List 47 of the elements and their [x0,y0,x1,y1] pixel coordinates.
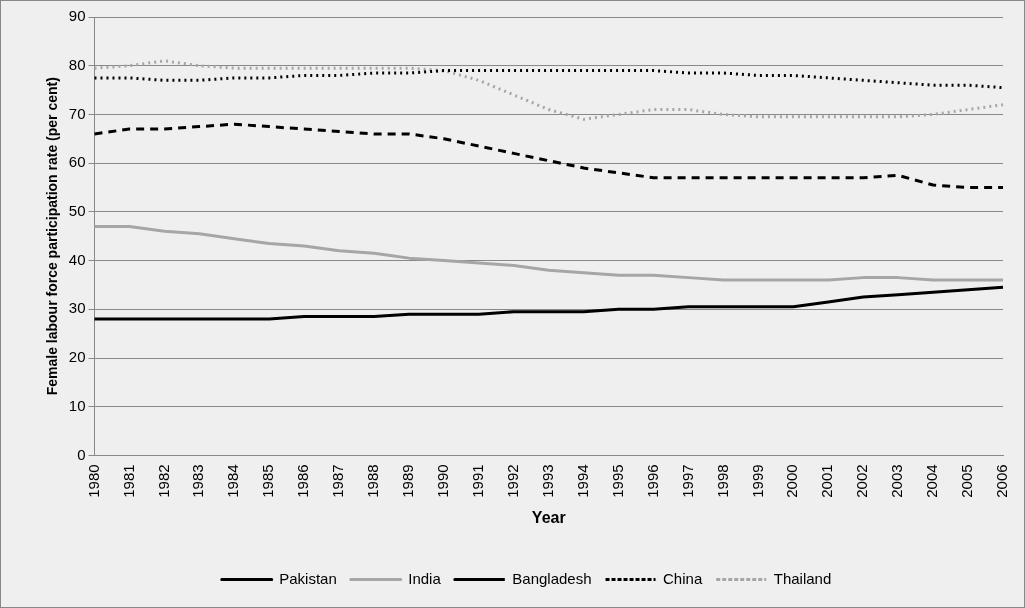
x-tick-label: 2005 [958,464,976,498]
x-tick-label: 2006 [993,464,1011,498]
x-tick-label: 2000 [783,464,801,498]
x-tick-label: 1985 [259,464,277,498]
x-tick-label: 1992 [503,464,521,498]
y-tick-label: 90 [68,7,86,25]
y-tick-label: 60 [68,153,86,171]
x-tick-label: 1980 [84,464,102,498]
legend-label: Thailand [773,569,832,587]
line-series [92,69,1005,90]
x-tick-label: 1984 [224,464,242,498]
x-tick-label: 1991 [469,464,486,498]
y-tick-label: 30 [68,299,86,317]
line-series [92,122,1005,189]
x-tick-label: 2004 [923,464,941,498]
x-axis-title: Year [531,508,566,526]
x-tick-label: 1996 [643,464,661,498]
legend-label: Bangladesh [512,569,592,587]
y-tick-label: 10 [68,396,86,414]
legend-label: China [663,569,703,587]
x-tick-label: 1997 [678,464,696,498]
x-tick-label: 1995 [608,464,626,498]
x-tick-label: 2001 [818,464,836,498]
y-tick-label: 80 [68,55,86,73]
legend-label: Pakistan [279,569,337,587]
y-tick-label: 20 [68,348,86,366]
x-tick-label: 1990 [434,464,452,498]
x-tick-label: 2002 [853,464,871,498]
x-tick-label: 2003 [888,464,906,498]
x-tick-label: 1993 [538,464,556,498]
x-tick-label: 1989 [399,464,417,498]
x-tick-label: 1994 [573,464,591,498]
x-tick-label: 1999 [748,464,766,498]
x-tick-label: 1998 [713,464,731,498]
x-tick-label: 1981 [119,464,137,498]
y-tick-label: 0 [77,445,86,463]
y-tick-label: 50 [68,202,86,219]
x-tick-label: 1982 [154,464,172,498]
legend-label: India [408,569,442,587]
x-tick-label: 1983 [189,464,207,498]
x-tick-label: 1986 [294,464,312,498]
y-tick-label: 40 [68,250,86,268]
line-series [92,59,1005,121]
y-axis-title: Female labour force participation rate (per cent) [44,77,61,396]
y-tick-label: 70 [68,104,86,122]
x-tick-label: 1988 [364,464,382,498]
x-tick-label: 1987 [329,464,347,498]
